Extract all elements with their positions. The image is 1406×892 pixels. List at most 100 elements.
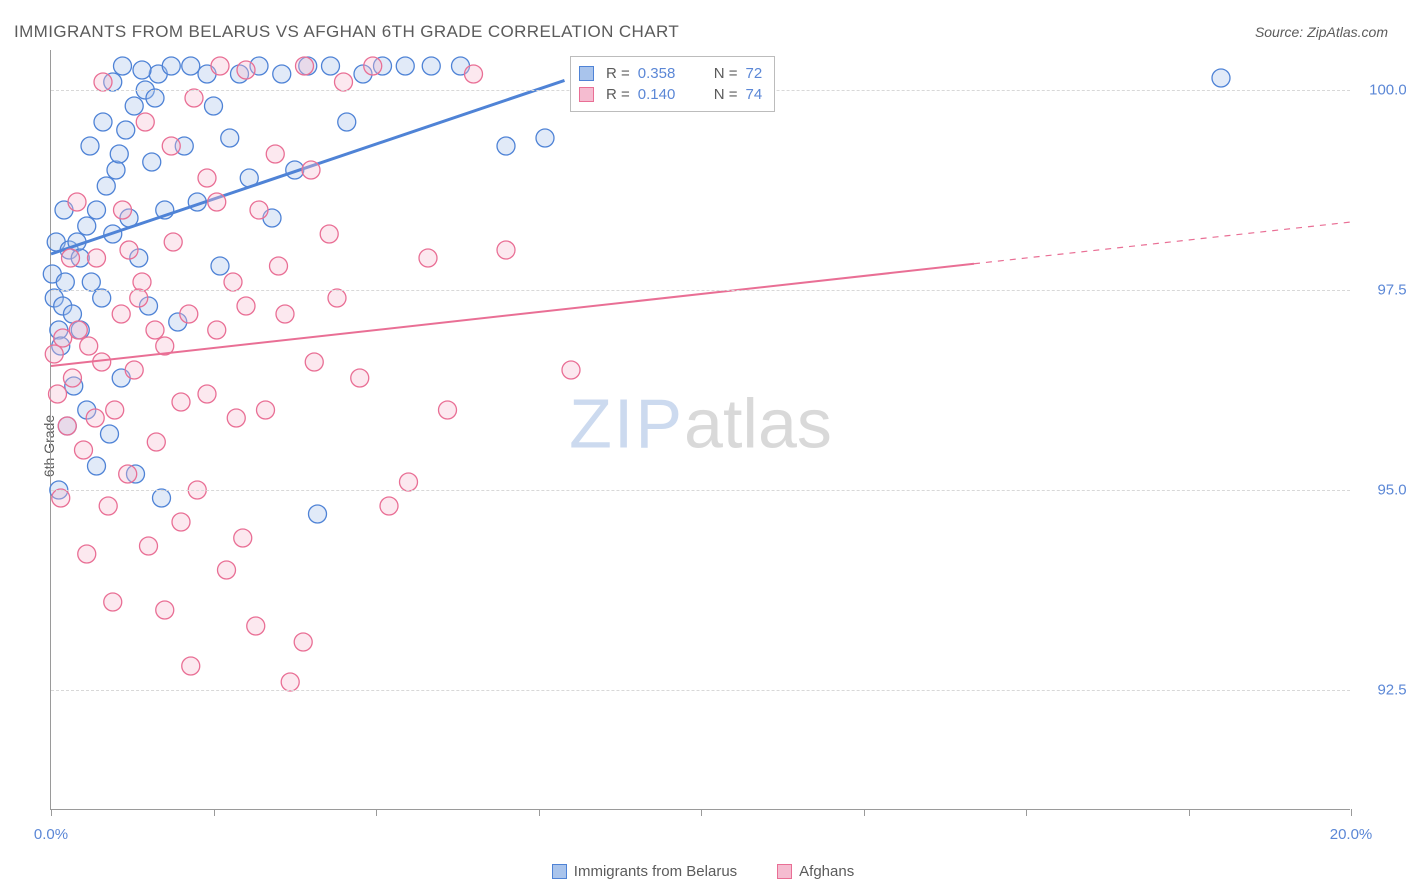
swatch-belarus bbox=[552, 864, 567, 879]
scatter-point-afghans bbox=[497, 241, 515, 259]
scatter-point-belarus bbox=[82, 273, 100, 291]
scatter-point-afghans bbox=[562, 361, 580, 379]
scatter-point-afghans bbox=[172, 513, 190, 531]
r-label: R = bbox=[606, 65, 630, 82]
scatter-point-afghans bbox=[112, 305, 130, 323]
scatter-point-afghans bbox=[419, 249, 437, 267]
swatch-afghans bbox=[777, 864, 792, 879]
x-tick-label: 20.0% bbox=[1330, 826, 1373, 843]
scatter-point-belarus bbox=[146, 89, 164, 107]
r-label: R = bbox=[606, 86, 630, 103]
scatter-point-afghans bbox=[69, 321, 87, 339]
scatter-point-afghans bbox=[227, 409, 245, 427]
scatter-point-afghans bbox=[146, 321, 164, 339]
scatter-point-afghans bbox=[88, 249, 106, 267]
scatter-point-belarus bbox=[396, 57, 414, 75]
scatter-point-afghans bbox=[49, 385, 67, 403]
scatter-point-afghans bbox=[94, 73, 112, 91]
scatter-point-afghans bbox=[351, 369, 369, 387]
scatter-point-afghans bbox=[162, 137, 180, 155]
scatter-point-belarus bbox=[81, 137, 99, 155]
scatter-point-afghans bbox=[99, 497, 117, 515]
scatter-point-afghans bbox=[180, 305, 198, 323]
n-label: N = bbox=[714, 86, 738, 103]
source-label: Source: bbox=[1255, 24, 1307, 40]
scatter-point-belarus bbox=[110, 145, 128, 163]
scatter-point-afghans bbox=[198, 169, 216, 187]
stats-legend-row-afghans: R = 0.140 N = 74 bbox=[579, 84, 762, 105]
scatter-point-belarus bbox=[422, 57, 440, 75]
scatter-point-belarus bbox=[117, 121, 135, 139]
plot-area: ZIPatlas 92.5%95.0%97.5%100.0%0.0%20.0% bbox=[50, 50, 1350, 810]
scatter-point-afghans bbox=[335, 73, 353, 91]
scatter-point-afghans bbox=[114, 201, 132, 219]
stats-legend: R = 0.358 N = 72 R = 0.140 N = 74 bbox=[570, 56, 775, 112]
scatter-point-afghans bbox=[119, 465, 137, 483]
scatter-point-afghans bbox=[172, 393, 190, 411]
scatter-point-afghans bbox=[250, 201, 268, 219]
legend-item-belarus: Immigrants from Belarus bbox=[552, 863, 737, 880]
scatter-point-belarus bbox=[221, 129, 239, 147]
scatter-point-afghans bbox=[136, 113, 154, 131]
stats-legend-row-belarus: R = 0.358 N = 72 bbox=[579, 63, 762, 84]
scatter-point-afghans bbox=[296, 57, 314, 75]
scatter-point-afghans bbox=[237, 61, 255, 79]
scatter-point-belarus bbox=[114, 57, 132, 75]
regression-line-dashed-afghans bbox=[974, 222, 1351, 264]
scatter-point-belarus bbox=[97, 177, 115, 195]
scatter-point-afghans bbox=[104, 593, 122, 611]
scatter-point-afghans bbox=[185, 89, 203, 107]
scatter-point-afghans bbox=[63, 369, 81, 387]
x-tick-label: 0.0% bbox=[34, 826, 68, 843]
scatter-point-afghans bbox=[130, 289, 148, 307]
scatter-point-afghans bbox=[237, 297, 255, 315]
scatter-point-belarus bbox=[153, 489, 171, 507]
chart-title: IMMIGRANTS FROM BELARUS VS AFGHAN 6TH GR… bbox=[14, 22, 679, 42]
scatter-point-afghans bbox=[125, 361, 143, 379]
scatter-point-belarus bbox=[497, 137, 515, 155]
swatch-afghans bbox=[579, 87, 594, 102]
scatter-point-afghans bbox=[218, 561, 236, 579]
y-tick-label: 97.5% bbox=[1360, 282, 1406, 299]
scatter-point-afghans bbox=[439, 401, 457, 419]
x-tick bbox=[51, 809, 52, 816]
legend-item-afghans: Afghans bbox=[777, 863, 854, 880]
scatter-point-belarus bbox=[1212, 69, 1230, 87]
scatter-point-afghans bbox=[465, 65, 483, 83]
scatter-point-afghans bbox=[156, 601, 174, 619]
scatter-point-belarus bbox=[338, 113, 356, 131]
scatter-point-afghans bbox=[270, 257, 288, 275]
scatter-point-belarus bbox=[56, 273, 74, 291]
scatter-point-afghans bbox=[224, 273, 242, 291]
scatter-point-afghans bbox=[247, 617, 265, 635]
scatter-point-afghans bbox=[106, 401, 124, 419]
scatter-point-afghans bbox=[62, 249, 80, 267]
swatch-belarus bbox=[579, 66, 594, 81]
r-value-belarus: 0.358 bbox=[638, 65, 694, 82]
scatter-point-afghans bbox=[400, 473, 418, 491]
scatter-point-afghans bbox=[276, 305, 294, 323]
scatter-point-afghans bbox=[147, 433, 165, 451]
scatter-point-belarus bbox=[322, 57, 340, 75]
scatter-point-afghans bbox=[380, 497, 398, 515]
series-legend: Immigrants from Belarus Afghans bbox=[0, 863, 1406, 880]
n-value-belarus: 72 bbox=[746, 65, 763, 82]
x-tick bbox=[1026, 809, 1027, 816]
scatter-point-belarus bbox=[143, 153, 161, 171]
scatter-point-afghans bbox=[120, 241, 138, 259]
scatter-point-afghans bbox=[266, 145, 284, 163]
scatter-point-belarus bbox=[107, 161, 125, 179]
legend-label-belarus: Immigrants from Belarus bbox=[574, 863, 737, 880]
source-name: ZipAtlas.com bbox=[1307, 24, 1388, 40]
scatter-point-afghans bbox=[211, 57, 229, 75]
scatter-point-afghans bbox=[320, 225, 338, 243]
scatter-point-afghans bbox=[52, 489, 70, 507]
scatter-point-afghans bbox=[364, 57, 382, 75]
scatter-point-belarus bbox=[133, 61, 151, 79]
scatter-point-afghans bbox=[208, 321, 226, 339]
gridline-h bbox=[51, 690, 1350, 691]
r-value-afghans: 0.140 bbox=[638, 86, 694, 103]
n-value-afghans: 74 bbox=[746, 86, 763, 103]
gridline-h bbox=[51, 490, 1350, 491]
scatter-point-afghans bbox=[281, 673, 299, 691]
